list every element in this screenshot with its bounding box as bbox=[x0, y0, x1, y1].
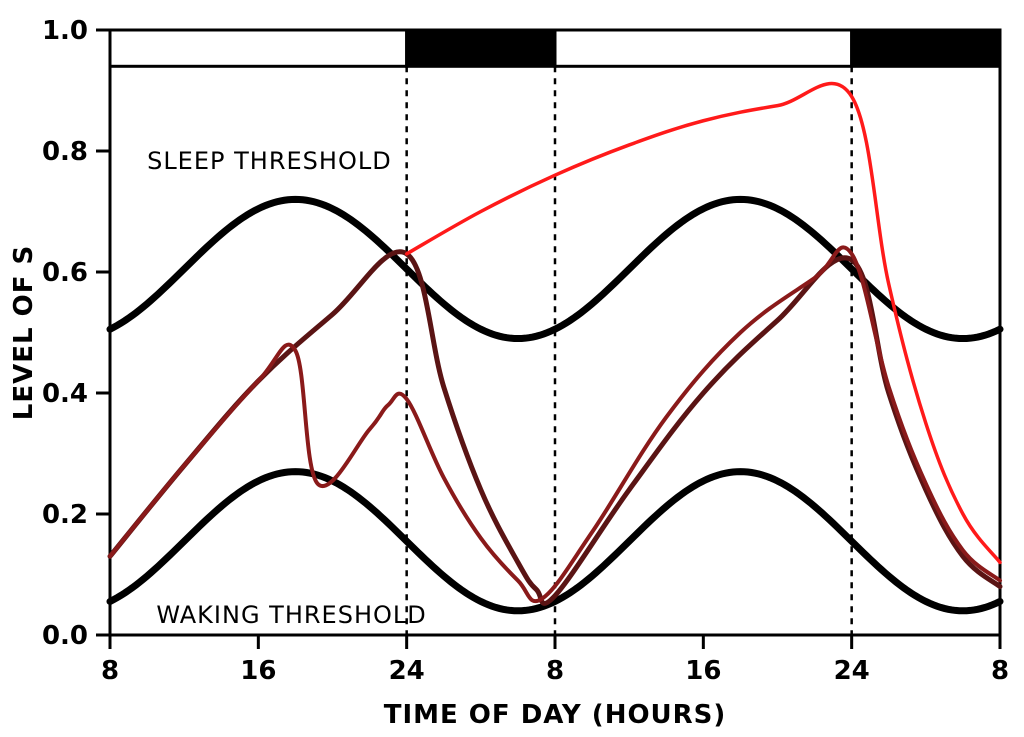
daynight-segment-2 bbox=[555, 30, 852, 66]
daynight-segment-1 bbox=[407, 30, 555, 66]
daynight-segment-0 bbox=[110, 30, 407, 66]
x-tick-label: 24 bbox=[834, 656, 870, 686]
y-tick-label: 0.2 bbox=[42, 500, 88, 530]
y-tick-label: 0.6 bbox=[42, 258, 88, 288]
waking-threshold-curve bbox=[110, 472, 1000, 611]
sleep-threshold-label: SLEEP THRESHOLD bbox=[147, 147, 392, 175]
y-tick-label: 0.4 bbox=[42, 379, 88, 409]
x-tick-label: 8 bbox=[546, 656, 564, 686]
sleep-threshold-curve bbox=[110, 199, 1000, 338]
y-tick-label: 0.0 bbox=[42, 621, 88, 651]
x-tick-label: 16 bbox=[240, 656, 276, 686]
y-tick-label: 1.0 bbox=[42, 16, 88, 46]
x-tick-label: 8 bbox=[101, 656, 119, 686]
x-tick-label: 24 bbox=[389, 656, 425, 686]
y-tick-label: 0.8 bbox=[42, 137, 88, 167]
x-axis-title: TIME OF DAY (HOURS) bbox=[384, 700, 727, 730]
x-tick-label: 8 bbox=[991, 656, 1009, 686]
waking-threshold-label: WAKING THRESHOLD bbox=[156, 601, 426, 629]
x-tick-label: 16 bbox=[685, 656, 721, 686]
y-axis-title: LEVEL OF S bbox=[9, 245, 39, 420]
two-process-sleep-chart: 8 16 24 8 16 24 8 0.0 0.2 0.4 0.6 0.8 1.0 TIME OF DAY… bbox=[0, 0, 1024, 737]
daynight-segment-3 bbox=[852, 30, 1000, 66]
